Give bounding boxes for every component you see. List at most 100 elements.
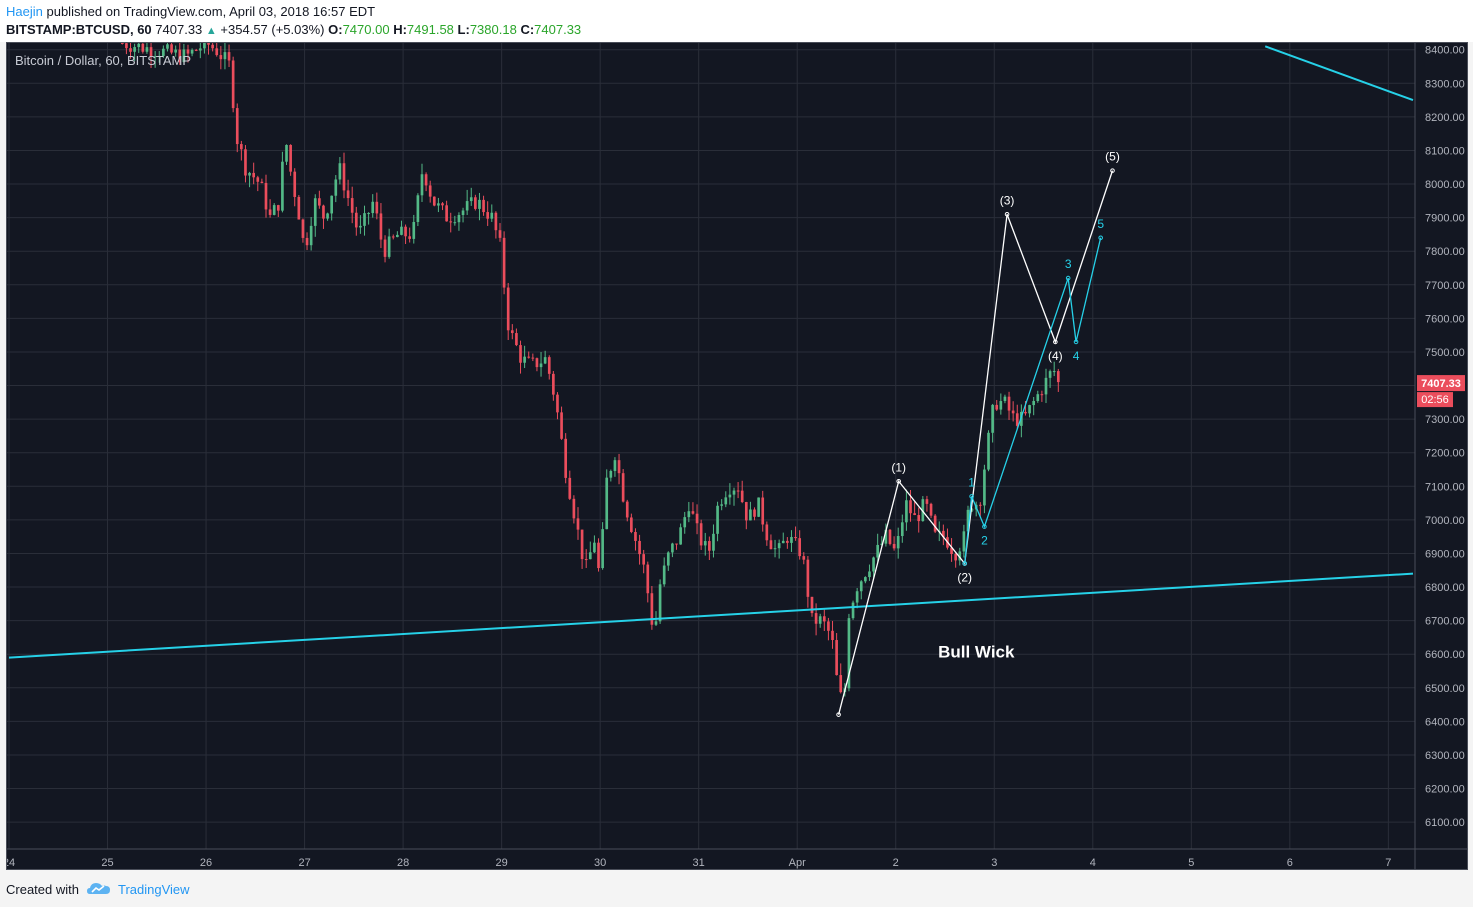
candle-body xyxy=(905,500,908,523)
tradingview-link[interactable]: TradingView xyxy=(118,882,190,897)
minor-wave-vertex xyxy=(1073,339,1079,345)
candle-body xyxy=(531,357,535,359)
candle-body xyxy=(301,219,305,238)
published-text: published on TradingView.com, April 03, … xyxy=(46,4,376,19)
candle-body xyxy=(687,511,691,518)
candle-body xyxy=(794,536,797,539)
candle-body xyxy=(293,171,297,197)
price-tick-label: 8200.00 xyxy=(1425,112,1465,124)
candle-body xyxy=(281,161,284,211)
candle-body xyxy=(810,596,814,614)
countdown-tag-bg xyxy=(1417,392,1453,408)
candle-body xyxy=(798,538,802,557)
candle-body xyxy=(708,541,711,551)
candle-body xyxy=(983,469,986,506)
candle-body xyxy=(494,212,498,231)
candle-body xyxy=(1052,371,1056,373)
candle-body xyxy=(190,49,194,54)
time-tick-label: 27 xyxy=(298,857,310,869)
candle-body xyxy=(999,401,1003,410)
candle-body xyxy=(950,547,953,555)
candle-body xyxy=(884,529,888,544)
candle-body xyxy=(814,613,818,624)
support-trendline xyxy=(8,572,1414,659)
candle-body xyxy=(593,542,596,553)
candle-body xyxy=(416,195,420,222)
chart-panel[interactable]: (1) (2) (3) (4) (5) 1 2 3 4 5 6100.00 6200.00 6300.… xyxy=(3,42,1468,875)
candle-body xyxy=(486,212,490,219)
candle-body xyxy=(958,551,962,561)
candle-body xyxy=(256,177,260,182)
candle-body xyxy=(424,174,428,186)
candle-body xyxy=(120,43,124,44)
candle-body xyxy=(654,621,658,625)
candle-body xyxy=(539,363,543,368)
candle-body xyxy=(749,509,752,521)
candle-body xyxy=(872,557,875,572)
candle-body xyxy=(588,552,592,560)
candle-body xyxy=(896,536,900,549)
time-tick-label: Apr xyxy=(789,857,806,869)
candle-body xyxy=(851,602,855,619)
candle-body xyxy=(453,222,457,224)
countdown-tag: 02:56 xyxy=(1421,394,1449,406)
candle-body xyxy=(732,490,736,495)
candle-body xyxy=(913,513,916,516)
time-axis[interactable]: 24 25 26 27 28 29 30 31 Apr 2 3 4 5 6 7 xyxy=(3,848,1467,869)
price-chart[interactable]: (1) (2) (3) (4) (5) 1 2 3 4 5 6100.00 6200.00 6300.… xyxy=(3,43,1467,875)
candle-body xyxy=(806,559,810,597)
candle-body xyxy=(769,540,773,550)
candle-body xyxy=(978,504,982,506)
candle-body xyxy=(149,47,153,57)
candle-body xyxy=(272,205,276,215)
candle-body xyxy=(888,529,892,544)
price-axis[interactable]: 6100.00 6200.00 6300.00 6400.00 6500.00 6600.… xyxy=(1414,43,1465,875)
candle-body xyxy=(703,541,707,546)
candle-body xyxy=(137,43,141,48)
candle-body xyxy=(942,530,945,538)
candle-body xyxy=(1032,401,1036,406)
candle-body xyxy=(744,502,748,521)
price-tick-label: 6200.00 xyxy=(1425,784,1465,796)
candle-body xyxy=(375,201,379,214)
price-tick-label: 7500.00 xyxy=(1425,347,1465,359)
primary-wave-label: (3) xyxy=(1000,193,1015,207)
created-with-text: Created with xyxy=(6,882,79,897)
candle-body xyxy=(662,565,666,585)
candle-body xyxy=(502,237,506,288)
candle-body xyxy=(802,556,806,560)
candle-body xyxy=(515,333,518,346)
candle-body xyxy=(753,509,756,517)
candle-body xyxy=(162,48,165,56)
candle-body xyxy=(572,498,576,519)
candle-body xyxy=(839,675,843,693)
candle-body xyxy=(182,49,186,63)
candle-body xyxy=(1024,411,1027,414)
candle-body xyxy=(634,531,637,541)
candle-body xyxy=(765,524,769,541)
tradingview-logo-icon[interactable] xyxy=(86,879,112,897)
candle-body xyxy=(305,237,309,246)
candle-body xyxy=(408,236,412,239)
primary-wave-label: (2) xyxy=(957,571,972,585)
candle-body xyxy=(1007,396,1011,411)
candle-body xyxy=(211,44,214,49)
candle-body xyxy=(724,497,728,505)
candle-body xyxy=(235,108,239,145)
candle-body xyxy=(675,543,678,545)
time-tick-label: 29 xyxy=(496,857,508,869)
author-link[interactable]: Haejin xyxy=(6,4,43,19)
candle-body xyxy=(449,221,453,223)
minor-wave-vertex xyxy=(1098,235,1103,241)
price-tick-label: 7300.00 xyxy=(1425,414,1465,426)
candle-body xyxy=(383,239,387,257)
last-price-tag: 7407.33 xyxy=(1421,378,1461,390)
primary-wave-vertex xyxy=(836,712,841,717)
footer: Created with TradingView xyxy=(0,873,1473,907)
candle-body xyxy=(576,518,580,530)
candle-body xyxy=(474,197,477,209)
price-tick-label: 6100.00 xyxy=(1425,817,1465,829)
candle-body xyxy=(186,49,190,54)
candle-body xyxy=(400,226,403,235)
last-price: 7407.33 xyxy=(155,22,203,37)
